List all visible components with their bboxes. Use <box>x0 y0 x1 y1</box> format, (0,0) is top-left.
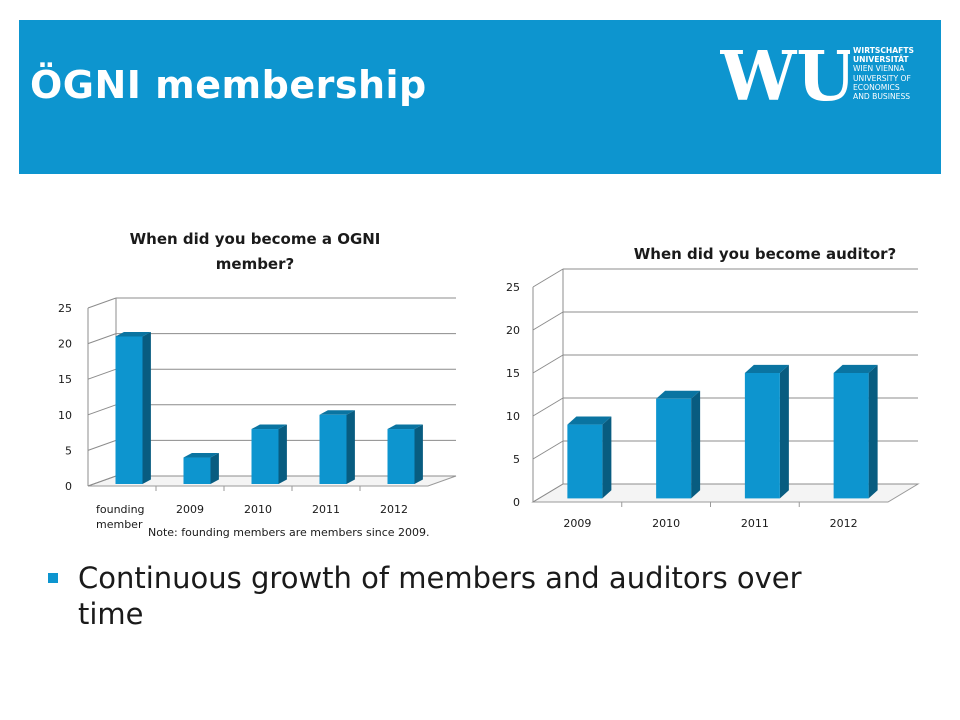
y-tick-label: 5 <box>65 444 72 457</box>
bar-top <box>319 410 355 415</box>
bar-side <box>414 424 423 484</box>
bar-side <box>868 364 878 499</box>
bar-top <box>744 364 789 373</box>
x-tick-label: 2011 <box>741 517 769 530</box>
x-tick-label: 2010 <box>652 517 680 530</box>
chart-title: member? <box>216 255 294 273</box>
bar <box>319 414 347 484</box>
x-tick-label: 2012 <box>830 517 858 530</box>
bar-side <box>346 410 355 484</box>
bar <box>833 373 869 499</box>
gridline <box>87 439 117 451</box>
bar-side <box>142 331 151 484</box>
y-tick-label: 10 <box>506 410 520 423</box>
y-tick-label: 15 <box>506 367 520 380</box>
x-tick-label: 2010 <box>244 503 272 516</box>
logo-line: WIEN VIENNA <box>853 64 905 74</box>
x-tick-label: member <box>96 518 143 531</box>
bar-top <box>115 331 151 337</box>
chart-auditor: When did you become auditor? 0 5 10 15 20 25 20… <box>506 245 920 530</box>
y-tick-label: 25 <box>58 302 72 315</box>
bar-side <box>602 416 612 499</box>
y-tick-label: 10 <box>58 409 72 422</box>
bullet-icon <box>48 573 58 583</box>
chart-note: Note: founding members are members since… <box>148 526 430 539</box>
y-tick-label: 0 <box>513 496 520 509</box>
chart-title: When did you become a OGNI <box>130 230 381 248</box>
bar <box>183 457 211 484</box>
bar <box>115 336 143 484</box>
bullet-text: Continuous growth of members and auditor… <box>78 561 802 631</box>
x-tick-label: 2009 <box>176 503 204 516</box>
bar-top <box>656 390 701 399</box>
wu-logo-mark: WU <box>719 37 856 117</box>
y-tick-label: 5 <box>513 453 520 466</box>
y-tick-label: 25 <box>506 281 520 294</box>
bar-top <box>183 453 219 458</box>
y-tick-label: 15 <box>58 373 72 386</box>
gridline <box>532 311 564 331</box>
title-banner <box>19 20 941 174</box>
bar-side <box>210 453 219 484</box>
bar <box>387 429 415 484</box>
gridline <box>87 475 117 487</box>
bar-top <box>387 424 423 430</box>
bar <box>744 373 780 499</box>
gridline <box>532 268 564 288</box>
wu-logo: WU WIRTSCHAFTS UNIVERSITÄT WIEN VIENNA U… <box>719 37 930 150</box>
logo-line: WIRTSCHAFTS <box>853 46 914 55</box>
chart-ogni-membership: When did you become a OGNI member? 0 5 10 15 2… <box>58 230 457 539</box>
x-tick-label: founding <box>96 503 145 516</box>
gridline <box>87 333 117 345</box>
logo-line: ECONOMICS <box>853 82 900 92</box>
bullet-item: Continuous growth of members and auditor… <box>48 560 828 632</box>
x-tick-label: 2009 <box>563 517 591 530</box>
y-tick-label: 20 <box>506 324 520 337</box>
slide-title: ÖGNI membership <box>30 63 427 107</box>
bar-side <box>779 364 789 499</box>
logo-line: UNIVERSITÄT <box>853 55 909 65</box>
gridline <box>87 404 117 416</box>
x-tick-label: 2012 <box>380 503 408 516</box>
gridline <box>87 297 117 309</box>
bar <box>656 398 692 499</box>
bar-side <box>691 390 701 499</box>
bar <box>567 424 603 499</box>
gridline <box>87 368 117 380</box>
gridline <box>532 397 564 417</box>
x-tick-label: 2011 <box>312 503 340 516</box>
bar-top <box>567 416 612 425</box>
gridline <box>532 354 564 374</box>
bar-top <box>833 364 878 373</box>
logo-line: UNIVERSITY OF <box>853 73 911 83</box>
bar-side <box>278 424 287 484</box>
logo-mark-text: WU <box>720 40 850 110</box>
gridline <box>532 440 564 460</box>
y-tick-label: 0 <box>65 480 72 493</box>
logo-line: AND BUSINESS <box>853 92 911 102</box>
logo-text: WIRTSCHAFTS UNIVERSITÄT WIEN VIENNA UNIV… <box>853 46 914 101</box>
chart-title: When did you become auditor? <box>634 245 897 263</box>
bar-top <box>251 424 287 430</box>
y-tick-label: 20 <box>58 338 72 351</box>
gridline <box>532 483 564 503</box>
bar <box>251 429 279 484</box>
